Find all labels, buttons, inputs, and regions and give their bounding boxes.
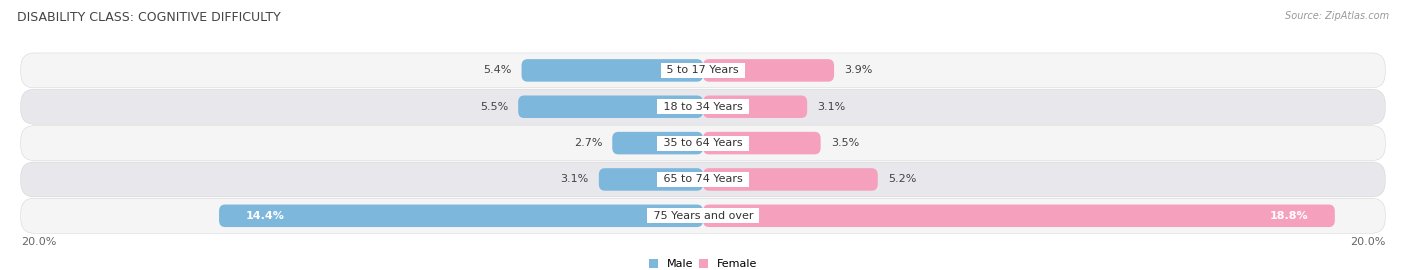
FancyBboxPatch shape [21, 89, 1385, 124]
Text: 75 Years and over: 75 Years and over [650, 211, 756, 221]
Text: 5 to 17 Years: 5 to 17 Years [664, 65, 742, 75]
FancyBboxPatch shape [21, 162, 1385, 197]
Text: 65 to 74 Years: 65 to 74 Years [659, 174, 747, 184]
FancyBboxPatch shape [599, 168, 703, 191]
FancyBboxPatch shape [703, 59, 834, 82]
FancyBboxPatch shape [21, 198, 1385, 233]
FancyBboxPatch shape [519, 96, 703, 118]
Text: 18.8%: 18.8% [1270, 211, 1308, 221]
Legend: Male, Female: Male, Female [644, 254, 762, 270]
Text: 3.1%: 3.1% [561, 174, 589, 184]
FancyBboxPatch shape [703, 168, 877, 191]
Text: 20.0%: 20.0% [1350, 237, 1385, 247]
FancyBboxPatch shape [522, 59, 703, 82]
FancyBboxPatch shape [703, 96, 807, 118]
Text: 5.5%: 5.5% [479, 102, 508, 112]
Text: 18 to 34 Years: 18 to 34 Years [659, 102, 747, 112]
FancyBboxPatch shape [21, 53, 1385, 88]
FancyBboxPatch shape [612, 132, 703, 154]
Text: 3.1%: 3.1% [817, 102, 845, 112]
Text: 2.7%: 2.7% [574, 138, 602, 148]
Text: 3.9%: 3.9% [844, 65, 873, 75]
Text: DISABILITY CLASS: COGNITIVE DIFFICULTY: DISABILITY CLASS: COGNITIVE DIFFICULTY [17, 11, 281, 24]
Text: 5.4%: 5.4% [484, 65, 512, 75]
Text: 35 to 64 Years: 35 to 64 Years [659, 138, 747, 148]
Text: Source: ZipAtlas.com: Source: ZipAtlas.com [1285, 11, 1389, 21]
Text: 5.2%: 5.2% [887, 174, 917, 184]
Text: 3.5%: 3.5% [831, 138, 859, 148]
FancyBboxPatch shape [703, 132, 821, 154]
FancyBboxPatch shape [703, 205, 1334, 227]
Text: 20.0%: 20.0% [21, 237, 56, 247]
FancyBboxPatch shape [219, 205, 703, 227]
Text: 14.4%: 14.4% [246, 211, 285, 221]
FancyBboxPatch shape [21, 126, 1385, 161]
